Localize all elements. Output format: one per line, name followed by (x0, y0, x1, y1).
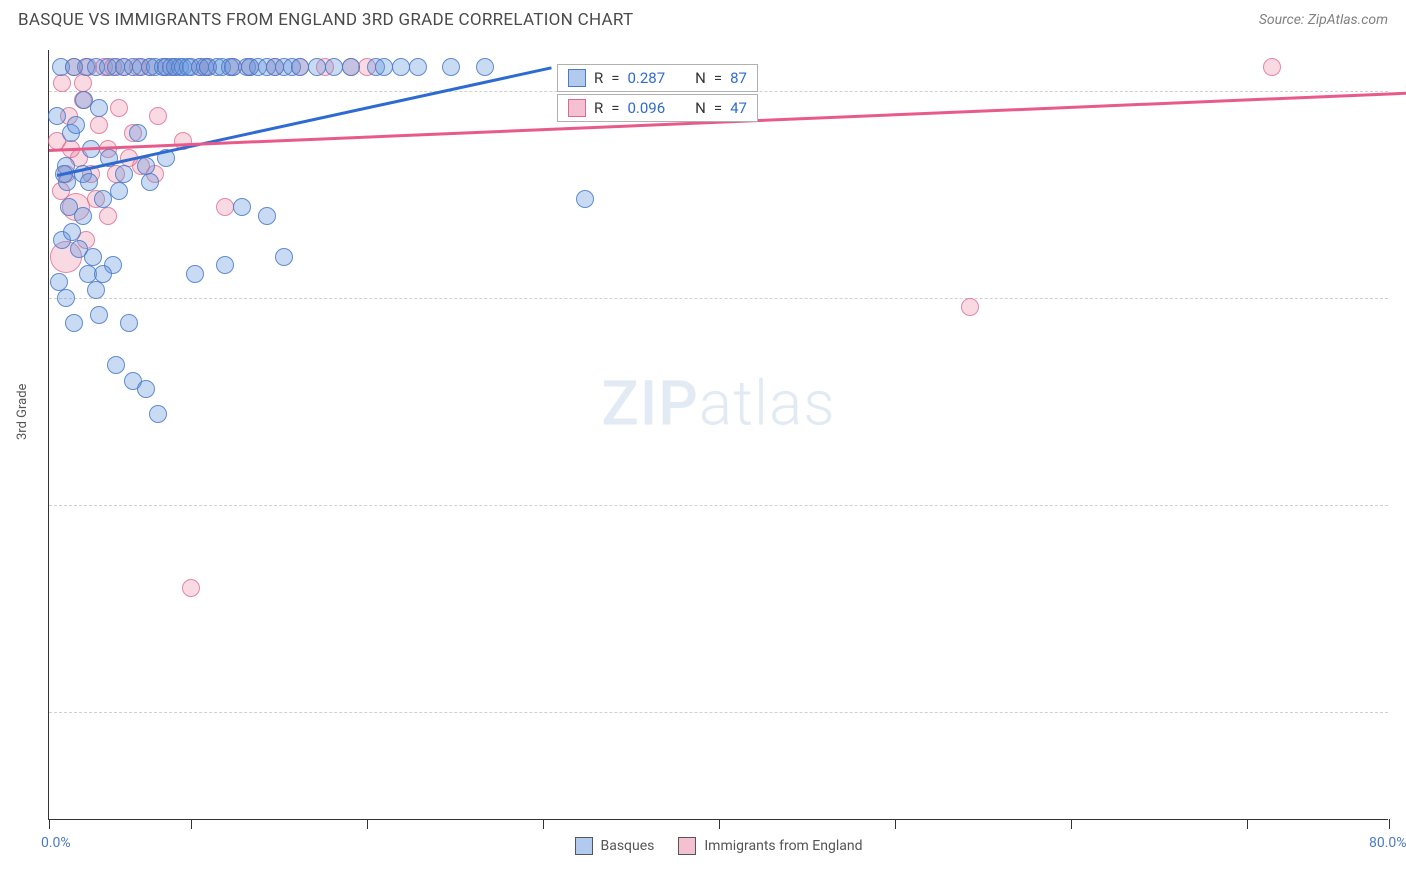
data-point (216, 198, 234, 216)
x-tick (895, 819, 896, 829)
data-point (57, 289, 75, 307)
data-point (275, 248, 293, 266)
eq-sign: = (611, 99, 619, 117)
source-attribution: Source: ZipAtlas.com (1259, 12, 1388, 28)
data-point (120, 314, 138, 332)
data-point (74, 207, 92, 225)
data-point (325, 58, 343, 76)
data-point (186, 265, 204, 283)
data-point (216, 256, 234, 274)
stats-r-value: 0.096 (627, 99, 665, 117)
stats-r-label: R (594, 99, 603, 117)
chart-title: BASQUE VS IMMIGRANTS FROM ENGLAND 3RD GR… (18, 10, 633, 30)
data-point (149, 405, 167, 423)
data-point (149, 107, 167, 125)
legend: Basques Immigrants from England (574, 837, 862, 855)
data-point (115, 165, 133, 183)
data-point (308, 58, 326, 76)
data-point (291, 58, 309, 76)
data-point (63, 223, 81, 241)
data-point (576, 190, 594, 208)
legend-item-immigrants: Immigrants from England (678, 837, 862, 855)
data-point (99, 207, 117, 225)
data-point (50, 273, 68, 291)
data-point (94, 190, 112, 208)
stats-swatch (568, 69, 586, 87)
data-point (1263, 58, 1281, 76)
data-point (141, 173, 159, 191)
data-point (182, 579, 200, 597)
data-point (258, 207, 276, 225)
x-tick (1071, 819, 1072, 829)
x-tick (1247, 819, 1248, 829)
legend-swatch-pink (678, 837, 696, 855)
data-point (80, 173, 98, 191)
watermark: ZIPatlas (601, 367, 835, 440)
source-value: ZipAtlas.com (1308, 12, 1388, 28)
data-point (87, 281, 105, 299)
data-point (65, 314, 83, 332)
source-label: Source: (1259, 12, 1308, 28)
legend-item-basques: Basques (574, 837, 654, 855)
data-point (90, 306, 108, 324)
data-point (476, 58, 494, 76)
watermark-bold: ZIP (601, 367, 699, 440)
chart-header: BASQUE VS IMMIGRANTS FROM ENGLAND 3RD GR… (0, 0, 1406, 36)
stats-box: R = 0.287 N = 87 (557, 64, 758, 92)
data-point (107, 356, 125, 374)
data-point (48, 107, 66, 125)
stats-n-value: 87 (730, 69, 747, 87)
data-point (129, 124, 147, 142)
stats-r-label: R (594, 69, 603, 87)
x-tick (543, 819, 544, 829)
data-point (442, 58, 460, 76)
data-point (84, 248, 102, 266)
data-point (90, 116, 108, 134)
legend-swatch-blue (574, 837, 592, 855)
stats-swatch (568, 99, 586, 117)
data-point (961, 298, 979, 316)
eq-sign: = (714, 99, 722, 117)
data-point (233, 198, 251, 216)
data-point (342, 58, 360, 76)
stats-n-value: 47 (730, 99, 747, 117)
data-point (67, 116, 85, 134)
x-tick-label: 80.0% (1369, 835, 1406, 851)
gridline (49, 712, 1388, 713)
eq-sign: = (611, 69, 619, 87)
data-point (409, 58, 427, 76)
data-point (53, 74, 71, 92)
data-point (137, 157, 155, 175)
scatter-chart: ZIPatlas Basques Immigrants from England… (48, 50, 1388, 820)
stats-box: R = 0.096 N = 47 (557, 94, 758, 122)
x-tick-label: 0.0% (41, 835, 71, 851)
x-tick (49, 819, 50, 829)
gridline (49, 505, 1388, 506)
stats-r-value: 0.287 (627, 69, 665, 87)
watermark-light: atlas (699, 367, 836, 440)
data-point (375, 58, 393, 76)
data-point (110, 182, 128, 200)
x-tick (367, 819, 368, 829)
stats-n-label: N (695, 69, 706, 87)
eq-sign: = (714, 69, 722, 87)
data-point (94, 265, 112, 283)
legend-label-immigrants: Immigrants from England (704, 838, 862, 854)
x-tick (719, 819, 720, 829)
data-point (137, 380, 155, 398)
x-tick (191, 819, 192, 829)
legend-label-basques: Basques (600, 838, 654, 854)
stats-n-label: N (695, 99, 706, 117)
data-point (75, 91, 93, 109)
data-point (74, 74, 92, 92)
data-point (110, 99, 128, 117)
y-axis-label: 3rd Grade (15, 384, 30, 440)
x-tick (1389, 819, 1390, 829)
trend-line (57, 67, 552, 177)
data-point (392, 58, 410, 76)
gridline (49, 298, 1388, 299)
